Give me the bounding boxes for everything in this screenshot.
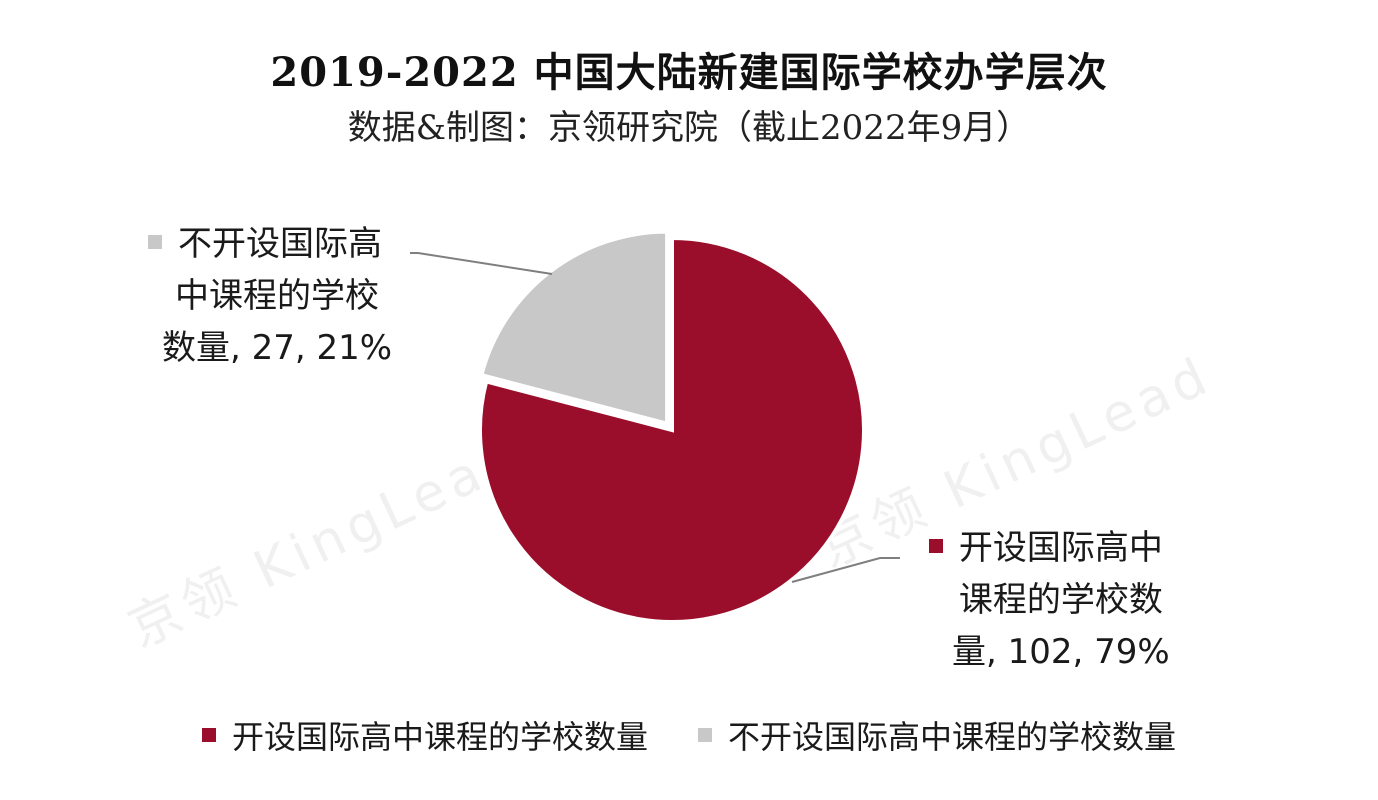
data-label-not-offering: 不开设国际高 中课程的学校 数量, 27, 21% bbox=[138, 218, 392, 374]
pie-slice bbox=[478, 229, 670, 427]
legend-item-offering: 开设国际高中课程的学校数量 bbox=[201, 712, 648, 758]
legend-label-offering: 开设国际高中课程的学校数量 bbox=[231, 718, 648, 756]
legend-item-not-offering: 不开设国际高中课程的学校数量 bbox=[698, 712, 1176, 758]
legend-swatch-not-offering bbox=[698, 728, 712, 742]
chart-legend: 开设国际高中课程的学校数量 不开设国际高中课程的学校数量 bbox=[0, 712, 1378, 758]
chart-subtitle: 数据&制图：京领研究院（截止2022年9月） bbox=[347, 108, 1031, 148]
legend-swatch-offering bbox=[201, 728, 216, 742]
data-label-line: 数量, 27, 21% bbox=[162, 328, 393, 368]
data-label-line: 中课程的学校 bbox=[175, 276, 380, 316]
data-label-swatch bbox=[148, 234, 163, 249]
leader-line-offering bbox=[791, 557, 900, 583]
pie-slice bbox=[478, 235, 866, 624]
data-label-line: 开设国际高中 bbox=[958, 528, 1163, 568]
data-label-line: 不开设国际高 bbox=[178, 224, 383, 264]
chart-title: 2019-2022 中国大陆新建国际学校办学层次 bbox=[270, 49, 1108, 96]
data-label-offering: 开设国际高中 课程的学校数 量, 102, 79% bbox=[922, 522, 1170, 678]
leader-line-not-offering bbox=[410, 252, 553, 275]
data-label-line: 量, 102, 79% bbox=[952, 632, 1170, 672]
legend-label-not-offering: 不开设国际高中课程的学校数量 bbox=[728, 718, 1177, 756]
data-label-line: 课程的学校数 bbox=[958, 580, 1163, 620]
data-label-swatch bbox=[928, 538, 943, 553]
